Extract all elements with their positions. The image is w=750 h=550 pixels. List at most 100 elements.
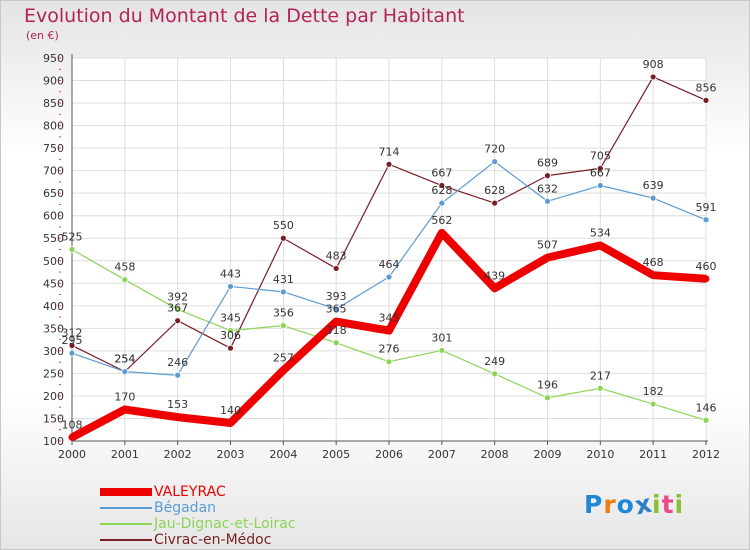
data-point bbox=[279, 288, 287, 296]
data-label: 908 bbox=[643, 58, 664, 71]
y-tick-label: 850 bbox=[43, 97, 64, 110]
data-label: 140 bbox=[220, 404, 241, 417]
data-label: 705 bbox=[590, 149, 611, 162]
data-point bbox=[227, 344, 234, 352]
data-label: 393 bbox=[326, 290, 347, 303]
data-point bbox=[385, 273, 393, 281]
data-point bbox=[544, 254, 551, 262]
data-point bbox=[68, 246, 76, 253]
data-label: 639 bbox=[643, 179, 664, 192]
data-label: 507 bbox=[537, 239, 558, 252]
data-label: 276 bbox=[379, 343, 400, 356]
y-tick-label: 900 bbox=[43, 75, 64, 88]
data-label: 356 bbox=[273, 307, 294, 320]
data-point bbox=[596, 384, 604, 392]
data-label: 196 bbox=[537, 379, 558, 392]
data-label: 392 bbox=[167, 290, 188, 303]
legend-label: Bégadan bbox=[154, 500, 217, 516]
data-point bbox=[121, 276, 129, 284]
data-point bbox=[385, 160, 393, 168]
x-tick-label: 2000 bbox=[58, 448, 86, 461]
data-point bbox=[702, 216, 710, 224]
data-label: 182 bbox=[643, 385, 664, 398]
y-tick-label: 450 bbox=[43, 277, 64, 290]
x-tick-label: 2011 bbox=[639, 448, 667, 461]
data-point bbox=[279, 322, 287, 330]
data-label: 301 bbox=[431, 331, 452, 344]
data-label: 458 bbox=[114, 261, 135, 274]
y-tick-label: 600 bbox=[43, 210, 64, 223]
data-points bbox=[68, 73, 710, 441]
legend-label: Jau-Dignac-et-Loirac bbox=[154, 516, 296, 532]
data-point bbox=[227, 419, 234, 427]
data-label: 439 bbox=[484, 269, 505, 282]
x-tick-label: 2001 bbox=[111, 448, 139, 461]
data-point bbox=[649, 194, 657, 202]
y-tick-label: 700 bbox=[43, 165, 64, 178]
data-label: 525 bbox=[62, 231, 83, 244]
data-point bbox=[227, 327, 234, 335]
data-label: 254 bbox=[114, 353, 135, 366]
data-label: 534 bbox=[590, 226, 611, 239]
data-labels: 312 254 367 306 550 483 714 667 628 689 705 908 856 5… bbox=[62, 58, 717, 431]
data-point bbox=[279, 234, 287, 242]
y-tick-label: 150 bbox=[43, 412, 64, 425]
data-label: 254 bbox=[114, 353, 135, 366]
data-label: 443 bbox=[220, 267, 241, 280]
data-label: 483 bbox=[326, 249, 347, 262]
data-point bbox=[649, 400, 657, 408]
x-tick-label: 2003 bbox=[217, 448, 245, 461]
chart-title: Evolution du Montant de la Dette par Hab… bbox=[24, 5, 465, 27]
data-label: 345 bbox=[220, 312, 241, 325]
data-point bbox=[68, 349, 76, 357]
data-point bbox=[649, 271, 657, 279]
data-label: 464 bbox=[379, 258, 400, 271]
y-tick-label: 550 bbox=[43, 232, 64, 245]
data-label: 146 bbox=[696, 401, 717, 414]
x-tick-label: 2005 bbox=[322, 448, 350, 461]
data-point bbox=[544, 394, 551, 402]
data-point bbox=[491, 199, 499, 207]
data-label: 108 bbox=[62, 418, 83, 431]
data-label: 550 bbox=[273, 219, 294, 232]
x-tick-label: 2004 bbox=[269, 448, 297, 461]
legend-item: Civrac-en-Médoc bbox=[100, 532, 340, 548]
data-point bbox=[121, 405, 129, 413]
x-tick-label: 2012 bbox=[692, 448, 720, 461]
legend-label: Civrac-en-Médoc bbox=[154, 532, 272, 548]
data-point bbox=[385, 327, 393, 335]
data-label: 431 bbox=[273, 273, 294, 286]
legend-swatch bbox=[100, 488, 152, 496]
data-point bbox=[121, 368, 129, 376]
x-tick-label: 2009 bbox=[534, 448, 562, 461]
data-label: 295 bbox=[62, 334, 83, 347]
data-label: 246 bbox=[167, 356, 188, 369]
data-label: 591 bbox=[696, 201, 717, 214]
data-label: 628 bbox=[484, 184, 505, 197]
data-point bbox=[279, 366, 287, 374]
y-tick-label: 350 bbox=[43, 322, 64, 335]
data-label: 689 bbox=[537, 157, 558, 170]
data-point bbox=[174, 371, 182, 379]
y-tick-label: 300 bbox=[43, 345, 64, 358]
y-tick-label: 950 bbox=[43, 52, 64, 65]
data-label: 257 bbox=[273, 351, 294, 364]
data-point bbox=[174, 413, 182, 421]
data-point bbox=[332, 265, 340, 272]
data-label: 628 bbox=[431, 184, 452, 197]
data-label: 365 bbox=[326, 303, 347, 316]
data-point bbox=[596, 182, 604, 189]
data-label: 856 bbox=[696, 81, 717, 94]
data-point bbox=[596, 241, 604, 249]
data-point bbox=[438, 199, 446, 207]
data-point bbox=[227, 283, 234, 290]
data-label: 153 bbox=[167, 398, 188, 411]
y-tick-label: 800 bbox=[43, 120, 64, 133]
data-point bbox=[702, 416, 710, 424]
legend-swatch bbox=[100, 507, 152, 509]
data-label: 468 bbox=[643, 256, 664, 269]
legend-label: VALEYRAC bbox=[154, 484, 226, 500]
data-label: 667 bbox=[431, 167, 452, 180]
data-point bbox=[438, 347, 446, 354]
data-point bbox=[332, 318, 340, 326]
